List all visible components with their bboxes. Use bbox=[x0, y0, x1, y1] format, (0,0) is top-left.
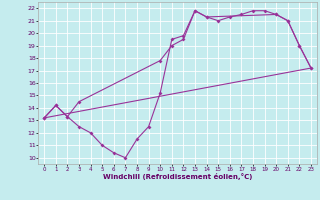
X-axis label: Windchill (Refroidissement éolien,°C): Windchill (Refroidissement éolien,°C) bbox=[103, 173, 252, 180]
